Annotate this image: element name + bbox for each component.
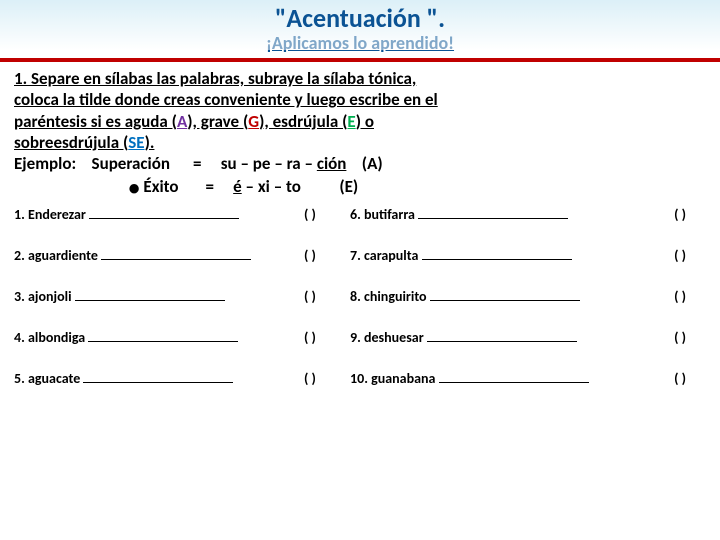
exercise-right: 10. guanabana <box>350 370 640 387</box>
instr-line1d-post: ). <box>145 132 155 153</box>
exercises-block: 1. Enderezar ( )6. butifarra ( )2. aguar… <box>0 202 720 387</box>
instr-line1c-mid2: ), esdrújula ( <box>259 111 347 132</box>
example-syll1: su – pe – ra – <box>221 153 317 174</box>
bullet-icon: • <box>129 174 140 201</box>
paren-left: ( ) <box>304 370 350 387</box>
exercise-right: 7. carapulta <box>350 247 640 264</box>
exercise-right: 9. deshuesar <box>350 329 640 346</box>
letter-g: G <box>248 111 259 132</box>
paren-right: ( ) <box>640 206 686 223</box>
instructions-block: 1. Separe en sílabas las palabras, subra… <box>0 62 720 202</box>
exercise-right: 6. butifarra <box>350 206 640 223</box>
exercise-left: 4. albondiga <box>14 329 304 346</box>
instr-line1d-pre: sobreesdrújula ( <box>14 132 128 153</box>
instr-line1a: 1. Separe en sílabas las palabras, subra… <box>14 68 416 89</box>
letter-se: SE <box>128 132 144 153</box>
exercise-left: 5. aguacate <box>14 370 304 387</box>
example-type1: (A) <box>362 153 383 174</box>
example-tonic2: é <box>233 176 242 197</box>
exercise-left: 1. Enderezar <box>14 206 304 223</box>
example-tonic1: ción <box>317 153 347 174</box>
instr-line1c-pre: paréntesis si es aguda ( <box>14 111 177 132</box>
example-word1: Superación <box>92 153 170 174</box>
instr-line1c-mid3: ) o <box>356 111 374 132</box>
exercise-right: 8. chinguirito <box>350 288 640 305</box>
paren-right: ( ) <box>640 329 686 346</box>
page-title: "Acentuación ". <box>0 0 720 34</box>
exercise-left: 2. aguardiente <box>14 247 304 264</box>
exercise-row: 1. Enderezar ( )6. butifarra ( ) <box>14 206 706 223</box>
example-word2: Éxito <box>143 176 178 197</box>
instr-line1c-mid1: ), grave ( <box>187 111 248 132</box>
paren-right: ( ) <box>640 370 686 387</box>
example-syll2-post: – xi – to <box>242 176 301 197</box>
paren-right: ( ) <box>640 247 686 264</box>
instr-line1b: coloca la tilde donde creas conveniente … <box>14 89 438 110</box>
exercise-row: 5. aguacate ( )10. guanabana ( ) <box>14 370 706 387</box>
paren-left: ( ) <box>304 206 350 223</box>
exercise-left: 3. ajonjoli <box>14 288 304 305</box>
exercise-row: 4. albondiga ( )9. deshuesar ( ) <box>14 329 706 346</box>
letter-e: E <box>347 111 355 132</box>
exercise-row: 3. ajonjoli ( )8. chinguirito ( ) <box>14 288 706 305</box>
letter-a: A <box>177 111 187 132</box>
paren-left: ( ) <box>304 288 350 305</box>
example-label: Ejemplo: <box>14 153 76 174</box>
exercise-row: 2. aguardiente ( )7. carapulta ( ) <box>14 247 706 264</box>
example-eq1: = <box>193 153 201 174</box>
paren-right: ( ) <box>640 288 686 305</box>
example-eq2: = <box>205 176 213 197</box>
example-type2: (E) <box>339 176 358 197</box>
paren-left: ( ) <box>304 247 350 264</box>
paren-left: ( ) <box>304 329 350 346</box>
